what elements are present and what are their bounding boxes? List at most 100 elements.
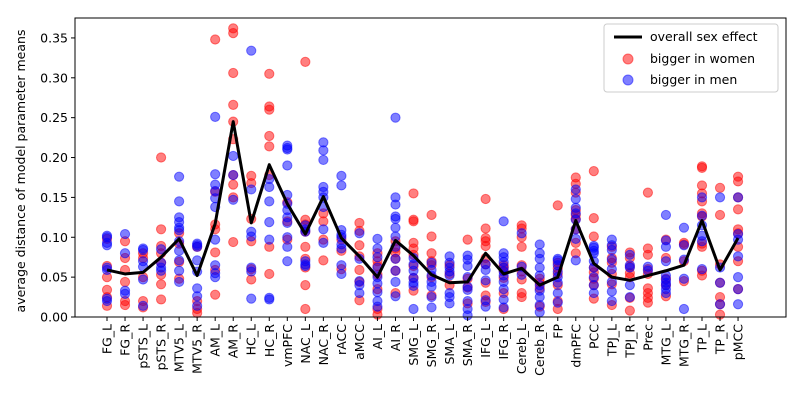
point-men bbox=[426, 302, 437, 313]
point-men bbox=[174, 212, 185, 223]
x-tick-label: pSTS_L bbox=[136, 324, 151, 369]
point-men bbox=[137, 300, 149, 311]
point-men bbox=[408, 252, 419, 264]
point-men bbox=[300, 256, 311, 267]
x-tick-label: MTV5_R bbox=[190, 324, 205, 374]
x-tick-label: MTG_L bbox=[658, 324, 673, 365]
point-men bbox=[642, 261, 654, 272]
point-men bbox=[714, 277, 726, 288]
point-men bbox=[119, 285, 131, 296]
x-tick-label: SMA_L bbox=[442, 324, 457, 365]
point-men bbox=[155, 244, 167, 255]
point-men bbox=[660, 235, 672, 246]
point-men bbox=[174, 255, 185, 266]
point-women bbox=[300, 56, 311, 67]
legend: overall sex effect bigger in women bigge… bbox=[603, 23, 779, 93]
point-men bbox=[570, 233, 581, 244]
point-men bbox=[228, 194, 239, 205]
point-men bbox=[390, 192, 401, 203]
point-men bbox=[498, 216, 509, 227]
legend-marker-men bbox=[622, 74, 634, 86]
point-women bbox=[155, 224, 167, 235]
point-women bbox=[155, 152, 167, 163]
x-tick-label: MTV5_L bbox=[172, 324, 187, 372]
point-women bbox=[408, 214, 419, 225]
x-tick-label: IFG_L bbox=[478, 324, 493, 358]
point-men bbox=[372, 287, 383, 298]
point-men bbox=[101, 293, 113, 304]
point-women bbox=[228, 179, 239, 190]
point-men bbox=[372, 295, 383, 307]
point-men bbox=[318, 137, 329, 148]
point-men bbox=[732, 299, 744, 310]
point-men bbox=[174, 196, 185, 207]
x-tick-label: FG_R bbox=[118, 324, 133, 356]
point-women bbox=[516, 287, 527, 299]
point-men bbox=[696, 210, 708, 221]
point-men bbox=[534, 248, 545, 259]
legend-marker-women bbox=[622, 53, 634, 65]
point-men bbox=[101, 230, 113, 241]
point-men bbox=[714, 299, 726, 310]
point-men bbox=[174, 265, 185, 276]
point-men bbox=[210, 111, 221, 122]
point-men bbox=[137, 274, 149, 285]
point-women bbox=[119, 276, 131, 288]
point-men bbox=[552, 287, 563, 299]
legend-label-men: bigger in men bbox=[650, 72, 737, 87]
point-men bbox=[174, 276, 185, 288]
point-men bbox=[732, 192, 744, 203]
point-women bbox=[480, 193, 491, 205]
y-tick-label: 0.05 bbox=[40, 270, 68, 285]
x-tick-label: rACC bbox=[334, 324, 349, 355]
point-men bbox=[318, 154, 329, 166]
point-men bbox=[390, 112, 401, 123]
point-women bbox=[624, 305, 635, 316]
point-women bbox=[101, 284, 113, 295]
point-women bbox=[426, 248, 437, 259]
point-men bbox=[498, 294, 509, 305]
point-men bbox=[534, 239, 545, 250]
point-men bbox=[246, 184, 257, 195]
y-tick-label: 0.30 bbox=[40, 70, 68, 85]
x-tick-label: TP_R bbox=[713, 324, 728, 355]
x-tick-label: TP_L bbox=[694, 324, 709, 353]
point-men bbox=[426, 257, 437, 268]
point-men bbox=[480, 295, 491, 306]
point-women bbox=[300, 303, 311, 315]
point-men bbox=[660, 209, 672, 221]
point-women bbox=[210, 247, 221, 258]
point-men bbox=[480, 259, 491, 270]
point-women bbox=[480, 232, 491, 244]
y-tick-label: 0.20 bbox=[40, 150, 68, 165]
point-men bbox=[552, 297, 563, 308]
point-men bbox=[588, 240, 599, 252]
point-women bbox=[264, 68, 275, 79]
x-tick-label: SMG_L bbox=[406, 324, 421, 366]
y-tick-label: 0.15 bbox=[40, 190, 68, 205]
point-women bbox=[228, 99, 239, 111]
point-men bbox=[390, 211, 401, 222]
point-women bbox=[426, 231, 437, 242]
point-women bbox=[408, 237, 419, 248]
point-women bbox=[264, 141, 275, 152]
point-men bbox=[264, 217, 275, 228]
point-women bbox=[642, 283, 654, 294]
x-tick-label: FP bbox=[550, 324, 565, 339]
point-men bbox=[246, 262, 257, 273]
point-men bbox=[336, 170, 347, 181]
point-women bbox=[570, 172, 581, 183]
x-tick-label: SMG_R bbox=[424, 324, 439, 368]
point-women bbox=[264, 101, 275, 112]
point-men bbox=[390, 291, 401, 302]
point-men bbox=[426, 291, 437, 303]
point-men bbox=[606, 295, 617, 307]
point-women bbox=[696, 161, 708, 172]
point-women bbox=[300, 280, 311, 291]
point-women bbox=[642, 243, 654, 254]
point-men bbox=[606, 286, 617, 297]
point-men bbox=[534, 262, 545, 273]
point-men bbox=[264, 234, 275, 245]
point-women bbox=[714, 182, 726, 193]
point-women bbox=[426, 209, 437, 221]
